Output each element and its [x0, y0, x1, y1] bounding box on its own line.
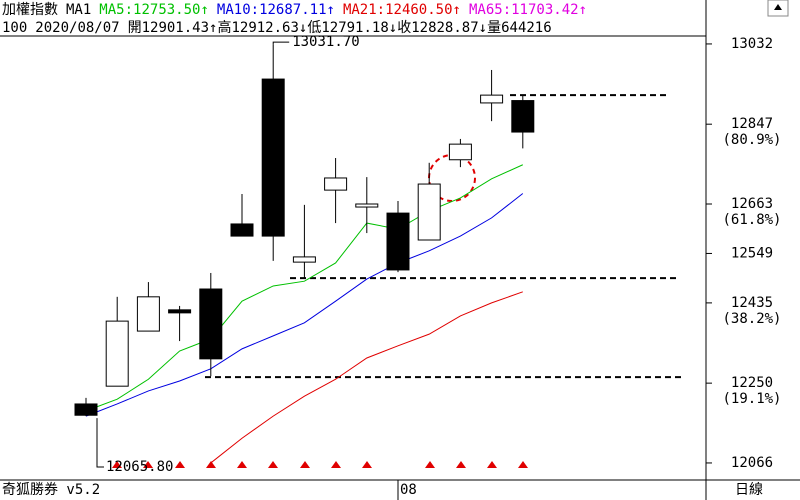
ratio-label: (80.9%) [722, 132, 781, 148]
field-label: 低 [307, 20, 321, 36]
candle-body [511, 100, 535, 133]
field-value: 12828.87 [411, 20, 478, 36]
trend-arrow: ↑ [453, 2, 461, 18]
candle-body [261, 78, 285, 237]
chart-title: 加權指數 [2, 2, 58, 18]
ratio-label: (19.1%) [722, 391, 781, 407]
ma-line [85, 193, 524, 417]
trend-arrow: ↓ [389, 20, 397, 36]
indicator: MA1 [66, 2, 91, 18]
separator: : [125, 2, 133, 18]
trend-arrow: ↑ [327, 2, 335, 18]
info-line: 100 2020/08/07 開12901.43↑高12912.63↓低12791.… [2, 19, 552, 36]
leader-line [96, 418, 104, 468]
field-value: 12901.43 [142, 20, 209, 36]
legend-name: MA5 [99, 2, 124, 18]
legend-name: MA65 [469, 2, 503, 18]
y-tick-label: 12549 [731, 245, 773, 261]
candle-body [480, 94, 504, 104]
field-label: 開 [128, 20, 142, 36]
candle-body [386, 212, 410, 271]
candle-body [136, 296, 160, 332]
candle-body [74, 403, 98, 416]
field-label: 高 [217, 19, 231, 36]
leader-line [272, 41, 290, 45]
candle-body [168, 309, 192, 314]
field-label: 量 [487, 20, 501, 36]
legend-value: 12753.50 [133, 2, 200, 18]
ratio-label: (38.2%) [722, 311, 781, 327]
candle-body [448, 143, 472, 161]
separator: : [377, 2, 385, 18]
scroll-icon [774, 4, 782, 10]
y-tick-label: 12066 [731, 455, 773, 471]
y-tick-label: 12663 [731, 196, 773, 212]
y-tick-label: 12847 [731, 116, 773, 132]
candle-body [355, 203, 379, 208]
ma-line [210, 291, 523, 464]
info-date: 2020/08/07 [35, 20, 119, 36]
candle-body [199, 288, 223, 360]
annotation: 12065.80 [106, 459, 173, 475]
legend-name: MA21 [343, 2, 377, 18]
field-value: 644216 [501, 20, 552, 36]
candle-body [292, 256, 316, 263]
candle-body [324, 177, 348, 191]
trend-arrow: ↑ [579, 2, 587, 18]
separator: : [503, 2, 511, 18]
field-value: 12912.63 [231, 20, 298, 36]
ratio-label: (61.8%) [722, 212, 781, 228]
ma-line [85, 164, 524, 412]
trend-arrow: ↓ [479, 20, 487, 36]
y-tick-label: 12250 [731, 375, 773, 391]
info-prefix: 100 [2, 20, 27, 36]
trend-arrow: ↑ [200, 2, 208, 18]
candle-body [417, 183, 441, 241]
highlight-circle [428, 154, 476, 202]
candle-body [230, 223, 254, 237]
plot-area [74, 44, 685, 464]
legend-name: MA10 [217, 2, 251, 18]
candle-body [105, 320, 129, 387]
x-tick-label: 08 [400, 482, 417, 498]
header-line: 加權指數 MA1 MA5:12753.50↑ MA10:12687.11↑ MA21:1… [2, 2, 587, 18]
app-name: 奇狐勝券 v5.2 [2, 481, 100, 498]
signal-markers [112, 461, 528, 468]
period[interactable]: 日線 [735, 482, 763, 498]
field-value: 12791.18 [321, 20, 388, 36]
legend-value: 11703.42 [511, 2, 578, 18]
trend-arrow: ↓ [299, 20, 307, 36]
legend-value: 12687.11 [259, 2, 326, 18]
annotation: 13031.70 [292, 34, 359, 50]
trend-arrow: ↑ [209, 20, 217, 36]
legend-value: 12460.50 [385, 2, 452, 18]
field-label: 收 [397, 20, 411, 36]
y-tick-label: 13032 [731, 36, 773, 52]
separator: : [251, 2, 259, 18]
y-tick-label: 12435 [731, 295, 773, 311]
